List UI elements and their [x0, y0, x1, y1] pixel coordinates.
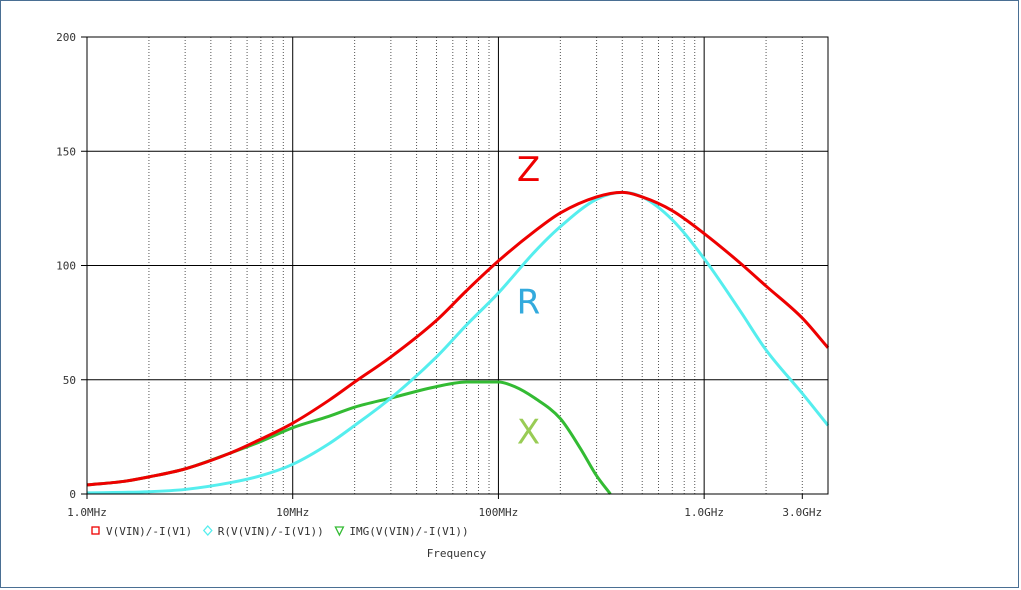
legend-label: IMG(V(VIN)/-I(V1)): [349, 525, 468, 538]
x-tick-labels: 1.0MHz 10MHz 100MHz 1.0GHz 3.0GHz: [67, 494, 822, 519]
y-tick-labels: 0 50 100 150 200: [56, 31, 87, 501]
series-lines: [86, 190, 830, 495]
y-tick-label: 0: [69, 488, 76, 501]
curve-label-z: Z: [517, 150, 540, 190]
legend-marker-diamond: [202, 525, 213, 536]
curve-label-r: R: [517, 282, 541, 322]
legend-marker-triangle: [334, 526, 345, 537]
y-tick-label: 200: [56, 31, 76, 44]
legend: V(VIN)/-I(V1) R(V(VIN)/-I(V1)) IMG(V(VIN)/…: [91, 525, 469, 538]
legend-label: V(VIN)/-I(V1): [106, 525, 192, 538]
x-tick-label: 3.0GHz: [782, 506, 822, 519]
series-line-2: [86, 190, 830, 495]
x-tick-label: 10MHz: [276, 506, 309, 519]
x-axis-title: Frequency: [427, 547, 487, 560]
curve-labels: Z R X: [517, 150, 541, 453]
legend-marker-square: [91, 526, 100, 535]
y-tick-label: 50: [63, 374, 76, 387]
x-tick-label: 100MHz: [479, 506, 519, 519]
x-tick-label: 1.0MHz: [67, 506, 107, 519]
x-tick-label: 1.0GHz: [684, 506, 724, 519]
y-tick-label: 100: [56, 260, 76, 273]
legend-label: R(V(VIN)/-I(V1)): [218, 525, 324, 538]
series-line-1: [86, 190, 830, 487]
curve-label-x: X: [517, 413, 540, 453]
y-tick-label: 150: [56, 145, 76, 158]
major-gridlines: [87, 37, 828, 494]
